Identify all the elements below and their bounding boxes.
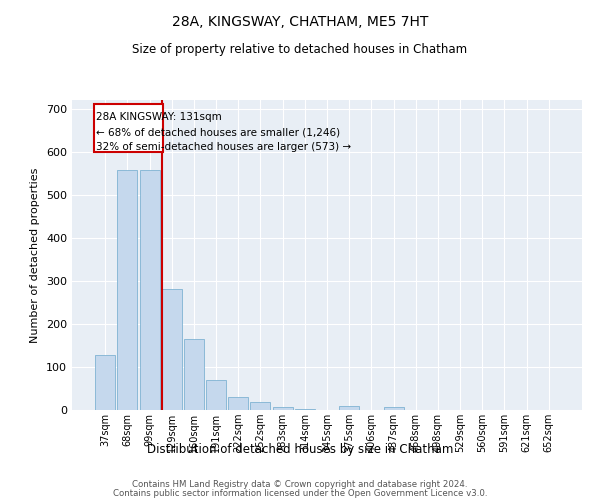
Text: Size of property relative to detached houses in Chatham: Size of property relative to detached ho… xyxy=(133,42,467,56)
Bar xyxy=(206,380,226,410)
Bar xyxy=(272,406,293,410)
Bar xyxy=(295,409,315,410)
Text: 28A KINGSWAY: 131sqm: 28A KINGSWAY: 131sqm xyxy=(96,112,222,122)
Bar xyxy=(118,170,137,410)
Y-axis label: Number of detached properties: Number of detached properties xyxy=(31,168,40,342)
Bar xyxy=(383,408,404,410)
Bar xyxy=(250,402,271,410)
Text: 32% of semi-detached houses are larger (573) →: 32% of semi-detached houses are larger (… xyxy=(96,142,352,152)
Text: Contains public sector information licensed under the Open Government Licence v3: Contains public sector information licen… xyxy=(113,489,487,498)
FancyBboxPatch shape xyxy=(94,104,163,152)
Bar xyxy=(140,170,160,410)
Text: Contains HM Land Registry data © Crown copyright and database right 2024.: Contains HM Land Registry data © Crown c… xyxy=(132,480,468,489)
Bar xyxy=(184,339,204,410)
Bar xyxy=(95,355,115,410)
Text: ← 68% of detached houses are smaller (1,246): ← 68% of detached houses are smaller (1,… xyxy=(96,128,340,138)
Bar xyxy=(339,406,359,410)
Text: 28A, KINGSWAY, CHATHAM, ME5 7HT: 28A, KINGSWAY, CHATHAM, ME5 7HT xyxy=(172,15,428,29)
Bar xyxy=(228,396,248,410)
Text: Distribution of detached houses by size in Chatham: Distribution of detached houses by size … xyxy=(147,442,453,456)
Bar xyxy=(162,289,182,410)
